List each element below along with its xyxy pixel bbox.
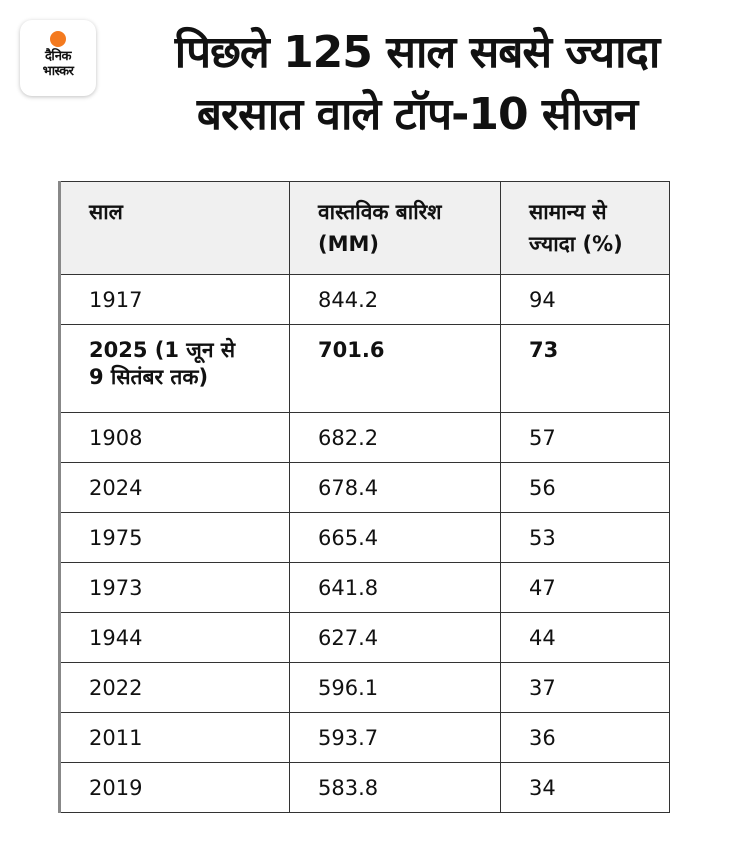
table-row: 1908 682.2 57 [58, 412, 670, 463]
table-row: 2022 596.1 37 [58, 662, 670, 713]
cell-year: 2022 [58, 662, 290, 713]
cell-percent: 44 [500, 612, 670, 663]
header-rainfall-text: वास्तविक बारिश (MM) [318, 200, 442, 256]
cell-year: 1975 [58, 512, 290, 563]
cell-percent: 94 [500, 274, 670, 325]
cell-percent: 47 [500, 562, 670, 613]
dainik-bhaskar-logo: दैनिक भास्कर [20, 20, 96, 96]
cell-rainfall: 593.7 [289, 712, 501, 763]
cell-year: 2025 (1 जून से 9 सितंबर तक) [58, 324, 290, 413]
cell-year: 1944 [58, 612, 290, 663]
cell-percent: 53 [500, 512, 670, 563]
logo-line-1: दैनिक [45, 49, 71, 64]
table-row: 2024 678.4 56 [58, 462, 670, 513]
cell-year: 1908 [58, 412, 290, 463]
cell-rainfall: 844.2 [289, 274, 501, 325]
logo-line-2: भास्कर [42, 64, 74, 79]
header-row: साल वास्तविक बारिश (MM) सामान्य से ज्याद… [58, 181, 670, 275]
cell-year: 2019 [58, 762, 290, 813]
header-percent: सामान्य से ज्यादा (%) [500, 181, 670, 275]
cell-percent: 57 [500, 412, 670, 463]
sun-icon [50, 31, 66, 47]
title-line-2: बरसात वाले टॉप-10 सीजन [196, 89, 638, 140]
cell-rainfall: 596.1 [289, 662, 501, 713]
table-row: 2011 593.7 36 [58, 712, 670, 763]
table-row: 2019 583.8 34 [58, 762, 670, 813]
cell-rainfall: 641.8 [289, 562, 501, 613]
table-row: 1917 844.2 94 [58, 274, 670, 325]
cell-rainfall: 682.2 [289, 412, 501, 463]
cell-percent: 34 [500, 762, 670, 813]
header-rainfall: वास्तविक बारिश (MM) [289, 181, 501, 275]
cell-percent: 56 [500, 462, 670, 513]
cell-percent: 36 [500, 712, 670, 763]
header-percent-text: सामान्य से ज्यादा (%) [529, 200, 623, 256]
cell-rainfall: 678.4 [289, 462, 501, 513]
cell-year: 2011 [58, 712, 290, 763]
cell-year: 2024 [58, 462, 290, 513]
table-row: 1973 641.8 47 [58, 562, 670, 613]
table-row: 1944 627.4 44 [58, 612, 670, 663]
header-year: साल [58, 181, 290, 275]
cell-rainfall: 701.6 [289, 324, 501, 413]
cell-rainfall: 583.8 [289, 762, 501, 813]
cell-rainfall: 627.4 [289, 612, 501, 663]
cell-year: 1973 [58, 562, 290, 613]
cell-year: 1917 [58, 274, 290, 325]
title-line-1: पिछले 125 साल सबसे ज्यादा [174, 27, 661, 78]
cell-rainfall: 665.4 [289, 512, 501, 563]
page-title: पिछले 125 साल सबसे ज्यादा बरसात वाले टॉप… [112, 22, 722, 146]
table-row: 2025 (1 जून से 9 सितंबर तक) 701.6 73 [58, 324, 670, 413]
rainfall-table: साल वास्तविक बारिश (MM) सामान्य से ज्याद… [58, 181, 670, 813]
table-row: 1975 665.4 53 [58, 512, 670, 563]
cell-percent: 37 [500, 662, 670, 713]
cell-percent: 73 [500, 324, 670, 413]
